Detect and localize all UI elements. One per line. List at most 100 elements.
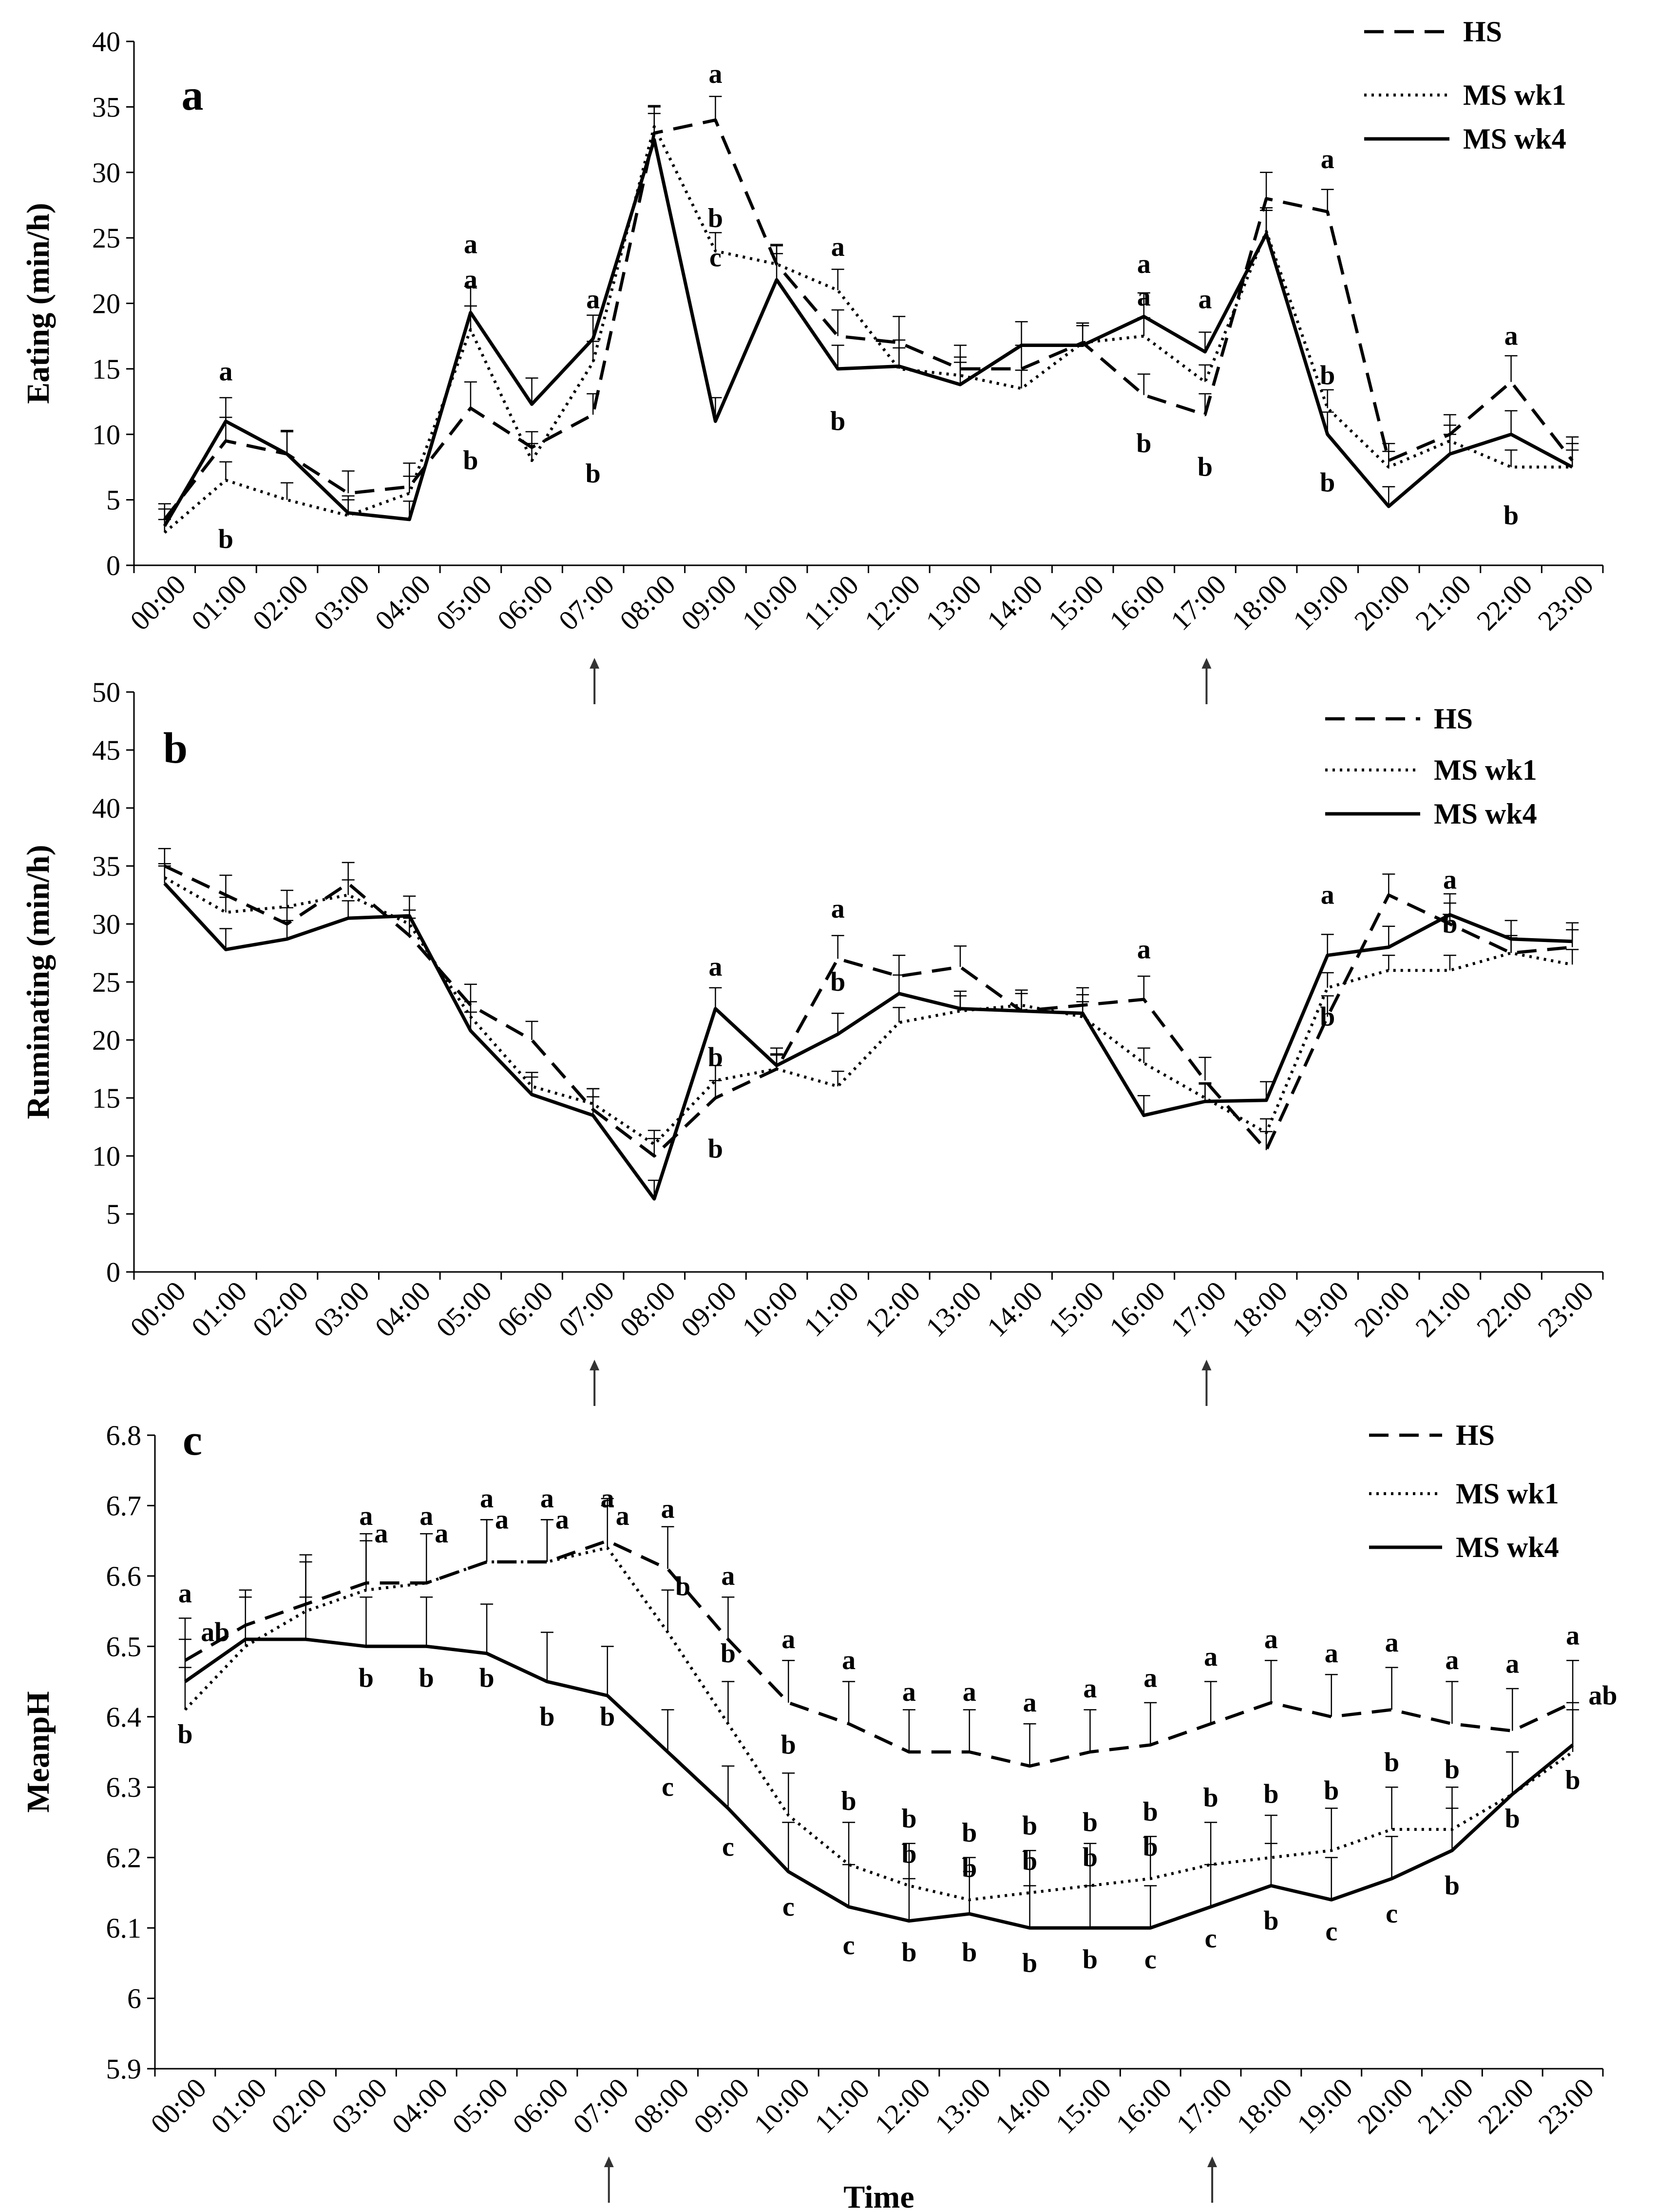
y-tick-label: 30 (92, 157, 120, 189)
x-tick-label: 21:00 (1411, 2072, 1479, 2140)
series-line-ms-wk1 (164, 876, 1573, 1146)
x-tick-label: 05:00 (430, 1275, 497, 1343)
legend-entry: MS wk4 (1456, 1531, 1559, 1563)
x-tick-label: 09:00 (687, 2072, 755, 2140)
x-tick-label: 02:00 (265, 2072, 333, 2140)
significance-label: b (539, 1702, 554, 1732)
x-tick-label: 17:00 (1164, 1275, 1232, 1343)
significance-label: b (830, 967, 845, 997)
significance-label: a (708, 952, 722, 982)
x-tick-label: 04:00 (369, 569, 437, 636)
legend-entry: HS (1463, 16, 1502, 48)
significance-label: a (1264, 1624, 1278, 1654)
series-line-ms-wk4 (184, 1637, 1574, 1930)
significance-label: b (901, 1839, 916, 1869)
x-tick-label: 10:00 (736, 1275, 804, 1343)
significance-label: b (1320, 360, 1335, 390)
significance-label: a (374, 1519, 388, 1549)
x-tick-label: 18:00 (1230, 2072, 1298, 2140)
y-tick-label: 6.3 (106, 1771, 142, 1803)
x-tick-label: 07:00 (552, 569, 620, 636)
significance-label: b (708, 203, 723, 233)
y-tick-label: 40 (92, 792, 120, 824)
x-tick-label: 14:00 (989, 2072, 1057, 2140)
significance-label: a (219, 356, 232, 386)
significance-label: b (218, 524, 233, 554)
y-tick-label: 0 (106, 550, 120, 581)
significance-label: a (1321, 144, 1334, 174)
significance-label: b (1136, 428, 1151, 459)
significance-label: a (1143, 1663, 1157, 1693)
x-tick-label: 10:00 (736, 569, 804, 636)
significance-label: a (495, 1504, 509, 1535)
significance-label: c (843, 1930, 855, 1961)
y-tick-label: 5 (106, 484, 120, 516)
significance-label: a (1083, 1673, 1097, 1704)
significance-label: c (1144, 1944, 1157, 1975)
significance-label: b (1143, 1832, 1158, 1862)
x-tick-label: 08:00 (613, 569, 681, 636)
significance-label: a (831, 894, 845, 924)
significance-label: a (708, 59, 722, 89)
legend-entry: MS wk1 (1456, 1478, 1559, 1510)
x-tick-label: 08:00 (613, 1275, 681, 1343)
chart-panel-b: 0 5 10 15 20 25 30 35 40 45 50 00:0001:0002:0003:00… (20, 676, 1604, 1406)
panel-label: a (182, 71, 204, 119)
x-tick-label: 23:00 (1532, 569, 1599, 636)
x-tick-label: 02:00 (247, 1275, 314, 1343)
significance-label: b (1442, 909, 1457, 939)
feeding-arrow-icon (590, 1360, 600, 1370)
x-tick-label: 13:00 (929, 2072, 996, 2140)
significance-label: ab (201, 1617, 229, 1647)
significance-label: b (1263, 1906, 1278, 1936)
x-tick-label: 17:00 (1170, 2072, 1238, 2140)
significance-label: a (1445, 1645, 1459, 1675)
x-tick-label: 06:00 (491, 569, 559, 636)
y-tick-label: 15 (92, 353, 120, 385)
significance-label: a (464, 265, 477, 295)
legend-entry: MS wk1 (1434, 754, 1537, 786)
significance-label: b (1083, 1807, 1098, 1837)
chart-panel-c: 5.9 6 6.1 6.2 6.3 6.4 6.5 6.6 6.7 6.8 00:0001:0002… (20, 1416, 1618, 2212)
y-tick-label: 6.4 (106, 1701, 142, 1733)
y-axis-title: Ruminating (min/h) (20, 845, 56, 1119)
significance-label: a (435, 1519, 448, 1549)
x-tick-label: 18:00 (1226, 569, 1294, 636)
y-tick-label: 15 (92, 1082, 120, 1114)
x-tick-label: 16:00 (1103, 1275, 1171, 1343)
x-tick-label: 15:00 (1049, 2072, 1117, 2140)
x-tick-label: 13:00 (919, 569, 987, 636)
significance-label: b (1022, 1811, 1037, 1841)
y-axis-title: Eating (min/h) (20, 203, 56, 404)
significance-label: b (586, 459, 601, 489)
x-tick-label: 19:00 (1287, 569, 1354, 636)
significance-label: a (616, 1501, 629, 1531)
x-tick-label: 15:00 (1042, 569, 1110, 636)
y-tick-label: 6 (127, 1983, 141, 2015)
y-tick-label: 6.6 (106, 1560, 142, 1592)
x-tick-label: 18:00 (1226, 1275, 1294, 1343)
significance-label: c (1325, 1916, 1337, 1946)
significance-label: b (962, 1853, 977, 1883)
significance-label: b (830, 406, 845, 436)
y-tick-label: 5 (106, 1198, 120, 1230)
x-tick-label: 07:00 (552, 1275, 620, 1343)
significance-label: b (479, 1663, 495, 1693)
x-tick-label: 03:00 (307, 1275, 375, 1343)
x-tick-label: 03:00 (307, 569, 375, 636)
significance-label: a (1137, 282, 1151, 312)
significance-label: a (721, 1561, 735, 1591)
x-tick-label: 05:00 (446, 2072, 514, 2140)
x-tick-label: 07:00 (567, 2072, 634, 2140)
series-line-hs (184, 1539, 1574, 1768)
x-tick-label: 19:00 (1287, 1275, 1354, 1343)
significance-label: c (722, 1832, 734, 1862)
significance-label: b (841, 1786, 857, 1816)
x-tick-label: 22:00 (1470, 1275, 1538, 1343)
y-tick-label: 30 (92, 908, 120, 940)
significance-label: b (901, 1938, 916, 1968)
significance-label: a (1566, 1621, 1580, 1651)
significance-label: a (464, 230, 477, 260)
x-tick-label: 12:00 (858, 569, 926, 636)
